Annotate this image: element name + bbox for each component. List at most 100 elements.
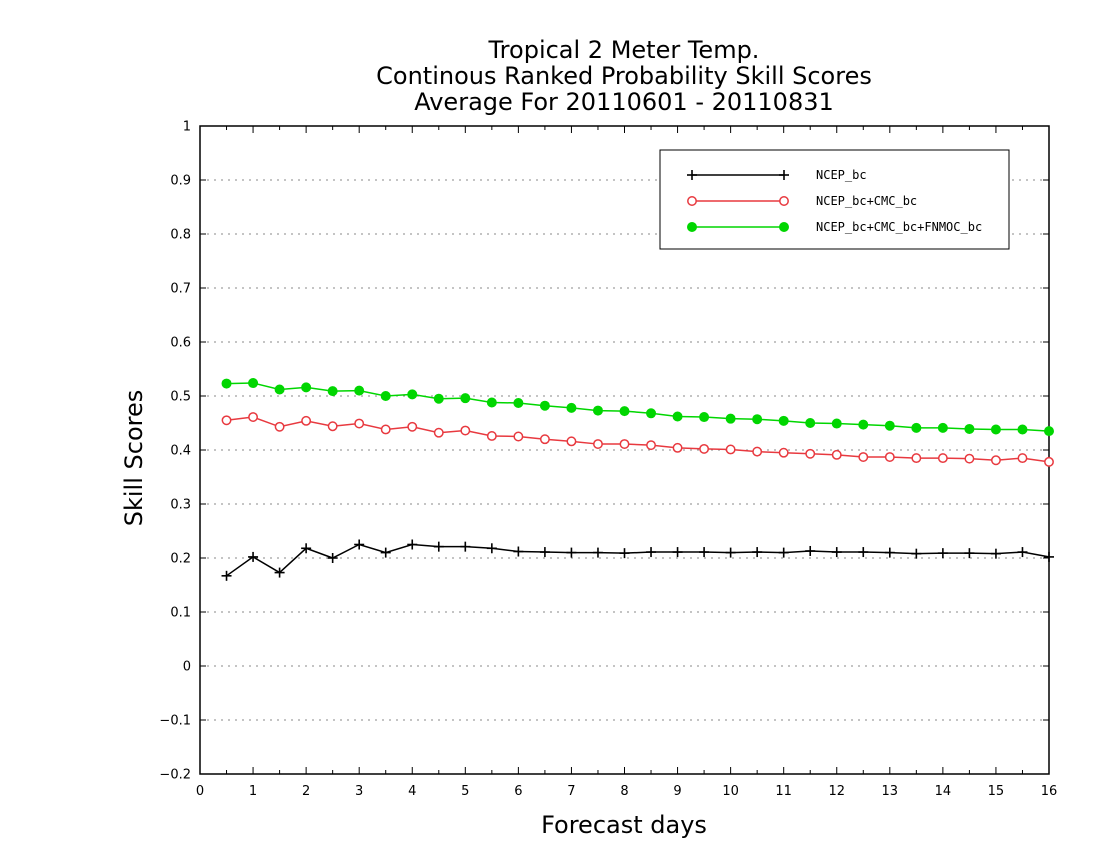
y-tick-label: 0.5	[170, 390, 191, 405]
data-point	[248, 378, 259, 389]
legend-box	[659, 149, 1010, 250]
series-line	[226, 416, 1050, 463]
x-tick-label: 11	[775, 784, 792, 799]
data-point	[831, 449, 842, 460]
data-point	[831, 418, 842, 429]
data-point	[990, 455, 1001, 466]
data-point	[566, 436, 577, 447]
data-point	[248, 412, 259, 423]
y-tick-label: 0.9	[170, 174, 191, 189]
data-point	[539, 434, 550, 445]
data-point	[858, 452, 869, 462]
data-point	[725, 547, 736, 558]
data-point	[937, 548, 948, 559]
data-point	[380, 547, 391, 558]
data-point	[778, 547, 789, 558]
data-point	[752, 547, 763, 558]
legend-entry: NCEP_bc+CMC_bc	[687, 194, 917, 208]
x-tick-label: 4	[408, 784, 416, 799]
data-point	[778, 415, 789, 426]
data-point	[831, 547, 842, 558]
data-point	[433, 393, 444, 404]
data-point	[884, 452, 895, 462]
data-point	[566, 402, 577, 413]
series-line	[226, 543, 1050, 577]
x-tick-label: 5	[461, 784, 469, 799]
y-tick-label: 0.8	[170, 228, 191, 243]
data-point	[619, 548, 630, 559]
data-point	[301, 543, 312, 554]
data-point	[274, 384, 285, 395]
data-point	[221, 415, 232, 426]
data-point	[672, 442, 683, 453]
x-tick-label: 16	[1041, 784, 1058, 799]
data-point	[248, 551, 259, 562]
data-point	[407, 421, 418, 432]
y-tick-label: 0.2	[170, 552, 191, 567]
data-point	[990, 548, 1001, 559]
data-point	[990, 424, 1001, 435]
data-point	[433, 427, 444, 438]
data-point	[779, 222, 789, 232]
data-point	[1017, 453, 1028, 464]
x-tick-label: 1	[249, 784, 257, 799]
legend: NCEP_bc NCEP_bc+CMC_bc NCEP_bc+CMC_bc+FNMO…	[659, 149, 1010, 250]
data-point	[539, 547, 550, 558]
y-tick-label: 0	[183, 660, 191, 675]
data-point	[699, 547, 710, 558]
data-point	[937, 422, 948, 433]
data-point	[380, 424, 391, 435]
data-point	[687, 196, 697, 206]
data-point	[911, 422, 922, 433]
data-point	[274, 421, 285, 432]
data-point	[619, 406, 630, 417]
y-tick-label: 0.3	[170, 498, 191, 513]
data-point	[486, 543, 497, 554]
data-point	[354, 539, 365, 550]
data-point	[778, 447, 789, 458]
data-point	[964, 453, 975, 464]
data-point	[327, 553, 338, 563]
data-point	[911, 453, 922, 464]
x-tick-label: 0	[196, 784, 204, 799]
data-point	[460, 541, 471, 552]
data-point	[687, 222, 697, 232]
x-tick-label: 15	[988, 784, 1005, 799]
data-point	[460, 393, 471, 404]
data-point	[937, 453, 948, 464]
data-point	[513, 546, 524, 557]
legend-entry: NCEP_bc	[687, 168, 867, 182]
data-point	[725, 413, 736, 424]
data-point	[964, 423, 975, 434]
data-point	[725, 444, 736, 455]
x-axis-title: Forecast days	[541, 811, 707, 839]
data-point	[699, 412, 710, 423]
x-tick-label: 10	[722, 784, 739, 799]
data-point	[1044, 456, 1054, 467]
y-axis: −0.2 −0.1 0 0.1 0.2 0.3 0.4 0.5 0.6 0.7 0.8 0.9 1	[159, 120, 1049, 783]
legend-label: NCEP_bc+CMC_bc	[816, 194, 917, 208]
x-tick-label: 3	[355, 784, 363, 799]
x-tick-label: 12	[828, 784, 845, 799]
data-point	[858, 419, 869, 430]
data-point	[460, 425, 471, 436]
x-tick-label: 9	[673, 784, 681, 799]
data-point	[327, 421, 338, 432]
data-point	[752, 414, 763, 425]
data-point	[805, 448, 816, 459]
data-point	[221, 570, 232, 581]
data-point	[911, 548, 922, 559]
data-point	[592, 405, 603, 416]
data-point	[407, 389, 418, 400]
legend-label: NCEP_bc+CMC_bc+FNMOC_bc	[816, 220, 982, 234]
data-point	[301, 382, 312, 393]
data-point	[539, 400, 550, 411]
data-point	[433, 541, 444, 552]
title-line-2: Continous Ranked Probability Skill Score…	[376, 62, 872, 90]
data-point	[486, 397, 497, 408]
x-tick-label: 8	[620, 784, 628, 799]
data-point	[805, 545, 816, 556]
data-point	[486, 431, 497, 441]
data-point	[646, 440, 656, 451]
